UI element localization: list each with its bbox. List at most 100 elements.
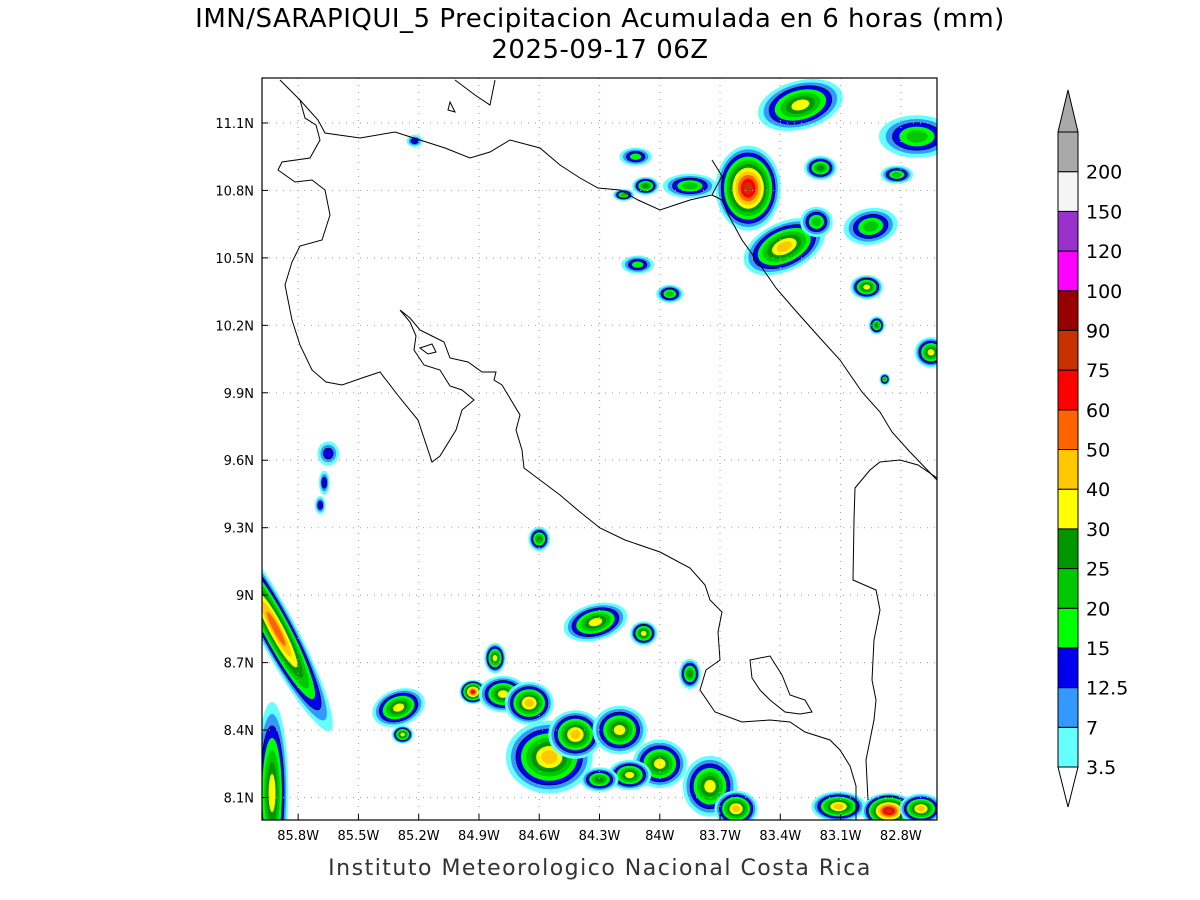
colorbar-label: 90 [1086, 320, 1110, 342]
precip-contour-25 [536, 535, 542, 542]
precip-contour-12_5 [323, 447, 334, 460]
precip-contour-75 [743, 182, 753, 195]
precip-contour-30 [625, 771, 635, 779]
colorbar-segment [1057, 171, 1079, 212]
precip-contour-25 [687, 670, 693, 678]
precip-contour-20 [665, 291, 674, 297]
colorbar-upper-arrow [1057, 89, 1079, 133]
precip-contour-30 [791, 99, 810, 111]
colorbar-label: 30 [1086, 519, 1110, 541]
precip-cell [504, 681, 554, 725]
colorbar-label: 40 [1086, 479, 1110, 501]
colorbar-segment [1057, 369, 1079, 411]
lon-tick-label: 85.2W [398, 829, 440, 844]
precip-contour-40 [570, 730, 581, 740]
precip-cell [318, 470, 330, 495]
precip-contour-15 [630, 153, 642, 160]
lake-arenal [418, 343, 437, 355]
colorbar-segment [1057, 726, 1079, 768]
precip-contour-25 [874, 323, 879, 328]
colorbar-segment [1057, 449, 1079, 490]
colorbar-segment [1057, 409, 1079, 450]
precip-contour-30 [588, 618, 603, 627]
colorbar-label: 200 [1086, 162, 1122, 184]
precip-contour-30 [393, 703, 405, 712]
precip-cell [679, 658, 701, 690]
precip-contour-40 [541, 750, 558, 764]
precip-cell [612, 188, 635, 201]
lon-tick-label: 84.6W [518, 829, 560, 844]
lake-coast [454, 79, 496, 106]
nicaragua-border [279, 79, 723, 211]
lat-tick-label: 9.9N [224, 387, 254, 402]
precip-cell [715, 145, 781, 231]
lat-tick-label: 10.2N [215, 319, 254, 334]
lon-tick-label: 84.3W [579, 829, 621, 844]
precip-cell [878, 115, 937, 158]
colorbar-label: 75 [1086, 360, 1110, 382]
precip-cell [621, 255, 654, 274]
latitude-axis: 11.1N 10.8N 10.5N 10.2N 9.9N 9.6N 9.3N 9N 8.7N 8.… [215, 117, 268, 807]
precip-contour-20 [863, 221, 879, 232]
pacific-coast-north [277, 99, 857, 820]
precip-cell [607, 759, 652, 791]
precip-contour-30 [268, 773, 276, 813]
precip-cell [391, 725, 414, 744]
lat-tick-label: 8.1N [224, 792, 254, 807]
lat-tick-label: 9.3N [224, 522, 254, 537]
precip-cell [714, 790, 758, 820]
precip-cell [879, 373, 891, 386]
colorbar-lower-arrow [1057, 766, 1079, 808]
precip-cell [662, 173, 718, 199]
precip-contour-60 [470, 690, 475, 694]
colorbar-segment [1057, 647, 1079, 689]
precip-contour-30 [927, 349, 935, 356]
precip-contour-25 [642, 183, 649, 189]
precip-cell [563, 602, 628, 642]
precip-cell [484, 642, 506, 674]
colorbar-segment [1057, 568, 1079, 609]
colorbar-label: 150 [1086, 201, 1122, 223]
precip-cell [630, 621, 658, 646]
map-gridlines [262, 78, 937, 820]
precip-contour-30 [492, 654, 498, 662]
precip-contour-40 [916, 805, 925, 812]
lon-tick-label: 84W [645, 829, 675, 844]
colorbar-segment [1057, 488, 1079, 530]
precip-contour-40 [732, 805, 741, 813]
precip-cell [548, 710, 603, 759]
precip-contour-30 [497, 690, 509, 698]
colorbar-segment [1057, 607, 1079, 649]
precip-contour-15 [632, 261, 644, 268]
lon-tick-label: 83.1W [820, 829, 862, 844]
island [447, 100, 456, 113]
coastlines [277, 79, 937, 820]
chart-title: IMN/SARAPIQUI_5 Precipitacion Acumulada … [195, 4, 1005, 34]
precip-contour-40 [524, 699, 534, 708]
lon-tick-label: 82.8W [880, 829, 922, 844]
precip-cell [811, 791, 866, 820]
colorbar-segment [1057, 528, 1079, 570]
precip-contour-30 [704, 779, 716, 793]
footer-credit: Instituto Meteorologico Nacional Costa R… [328, 856, 872, 881]
longitude-axis: 85.8W 85.5W 85.2W 84.9W 84.6W 84.3W 84W 83.7W 83… [277, 814, 922, 844]
colorbar-label: 12.5 [1086, 678, 1128, 700]
colorbar-label: 60 [1086, 400, 1110, 422]
precip-cell [632, 176, 660, 196]
precip-contour-20 [620, 193, 627, 197]
lat-tick-label: 10.5N [215, 252, 254, 267]
lon-tick-label: 83.4W [759, 829, 801, 844]
colorbar-segment [1057, 329, 1079, 371]
precip-contour-12_5 [317, 500, 324, 510]
chart-subtitle: 2025-09-17 06Z [491, 35, 709, 65]
colorbar-label: 120 [1086, 241, 1122, 263]
precip-cell [800, 206, 833, 238]
caribbean-coast [711, 194, 937, 481]
colorbar-label: 20 [1086, 598, 1110, 620]
lat-tick-label: 9N [236, 589, 254, 604]
colorbar-segment [1057, 131, 1079, 173]
precipitation-cells [262, 78, 937, 820]
osa-peninsula [749, 655, 813, 715]
precip-contour-30 [640, 630, 647, 636]
